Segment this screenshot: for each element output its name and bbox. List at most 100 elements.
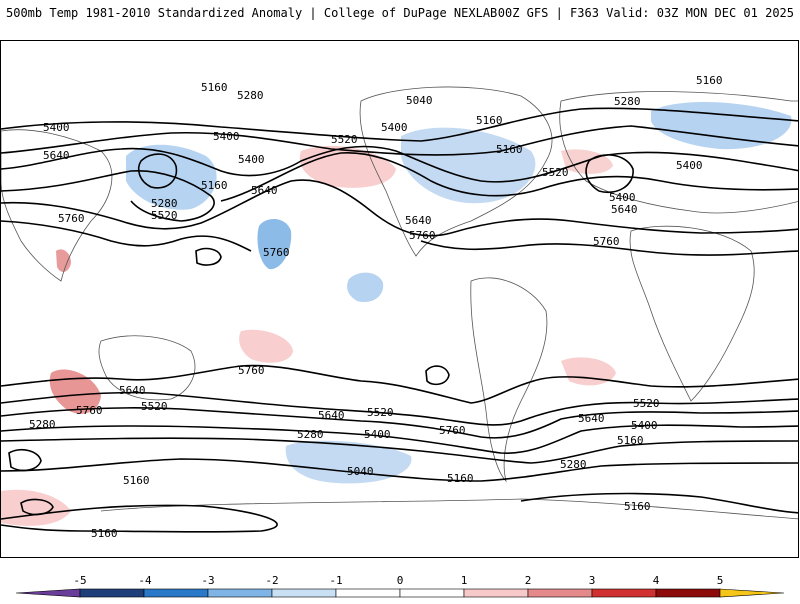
red-anomaly-south-atlantic [561,357,616,386]
colorbar-tick: 3 [589,574,596,587]
contour-closed-south-2 [20,498,54,516]
colorbar-segment [271,588,337,598]
contour-label: 5520 [331,133,358,146]
map-svg: 5160 5280 5400 5400 5640 5400 5160 5280 … [1,74,798,540]
contour-label: 5400 [609,191,636,204]
contour-label: 5520 [151,209,178,222]
contour-label: 5640 [43,149,70,162]
height-contours [1,107,798,533]
contour-5520-north [1,152,798,222]
contour-label: 5640 [318,409,345,422]
contour-label: 5400 [364,428,391,441]
contour-label: 5400 [676,159,703,172]
contour-label: 5640 [251,184,278,197]
contour-label: 5160 [201,81,228,94]
contour-label: 5520 [633,397,660,410]
colorbar-segment [463,588,529,598]
contour-closed-south-1 [8,449,42,472]
contour-label: 5040 [406,94,433,107]
colorbar-segment [527,588,593,598]
contour-5400-north [1,145,798,183]
contour-label: 5760 [593,235,620,248]
colorbar-segment [335,588,401,598]
colorbar-segment [143,588,209,598]
red-anomaly-europe-south [561,149,613,174]
coastlines [1,86,798,520]
colorbar-tick: -5 [73,574,86,587]
colorbar-tick: 0 [397,574,404,587]
coast-africa [629,225,755,402]
red-anomaly-india [56,249,71,272]
contour-label: 5760 [58,212,85,225]
title-right: 00Z GFS | F363 Valid: 03Z MON DEC 01 202… [497,6,794,20]
blue-anomaly-north-america [401,127,536,204]
contour-5520-south [1,407,798,439]
contour-5160-south [1,458,798,482]
colorbar-tick: -3 [201,574,214,587]
map-frame: 5160 5280 5400 5400 5640 5400 5160 5280 … [0,40,799,558]
colorbar-segment [591,588,657,598]
coast-australia [98,335,196,401]
contour-label: 5160 [447,472,474,485]
blue-anomaly-europe [651,101,792,150]
contour-label: 5640 [119,384,146,397]
red-anomaly-indian-ocean [49,369,101,414]
contour-label: 5400 [43,121,70,134]
contour-5160-north [1,107,798,142]
colorbar-tick: -4 [138,574,152,587]
colorbar: -5 -4 -3 -2 -1 0 1 2 3 4 5 [0,572,800,600]
contour-labels: 5160 5280 5400 5400 5640 5400 5160 5280 … [29,74,723,540]
anomaly-shading [1,101,792,526]
colorbar-tick: 4 [653,574,660,587]
contour-label: 5760 [439,424,466,437]
coast-south-america [470,277,548,483]
contour-5640-north [1,179,798,237]
colorbar-tick: -1 [329,574,342,587]
contour-label: 5400 [631,419,658,432]
colorbar-segments [15,588,785,598]
contour-5280-south [1,437,798,464]
contour-label: 5760 [263,246,290,259]
contour-5280-north [1,125,798,156]
contour-5760-north [1,220,798,256]
contour-5400-south [1,424,798,454]
red-anomaly-antarctic [1,489,71,526]
colorbar-tick: 1 [461,574,468,587]
contour-label: 5520 [367,406,394,419]
contour-closed-small-2 [425,365,450,386]
contour-label: 5280 [560,458,587,471]
red-anomaly-sw-pacific [239,329,293,363]
contour-label: 5760 [409,229,436,242]
contour-label: 5400 [213,130,240,143]
colorbar-segment [719,588,785,598]
contour-label: 5160 [123,474,150,487]
colorbar-segment [79,588,145,598]
contour-label: 5760 [76,404,103,417]
coast-eurasia [559,91,798,214]
title-left: 500mb Temp 1981-2010 Standardized Anomal… [6,6,498,20]
contour-closed-low-atlantic [585,154,634,193]
contour-label: 5640 [611,203,638,216]
contour-label: 5520 [542,166,569,179]
coast-antarctica [100,498,798,520]
contour-closed-small-1 [195,247,222,266]
colorbar-ticks: -5 -4 -3 -2 -1 0 1 2 3 4 5 [73,574,723,587]
contour-label: 5400 [381,121,408,134]
colorbar-segment [399,588,465,598]
coast-asia-west [1,129,113,282]
contour-label: 5280 [151,197,178,210]
contour-label: 5640 [405,214,432,227]
colorbar-tick: 5 [717,574,724,587]
contour-5160-far-south [1,492,798,533]
contour-closed-low-pacific [137,153,178,189]
contour-5640-south [1,391,798,426]
colorbar-svg: -5 -4 -3 -2 -1 0 1 2 3 4 5 [15,574,785,598]
contour-label: 5640 [578,412,605,425]
colorbar-segment [15,588,81,598]
contour-label: 5760 [238,364,265,377]
blue-anomaly-southern-ocean [285,440,412,484]
blue-anomaly-pacific-mid [257,219,292,270]
colorbar-tick: 2 [525,574,532,587]
contour-label: 5160 [496,143,523,156]
coast-north-america [359,86,553,257]
